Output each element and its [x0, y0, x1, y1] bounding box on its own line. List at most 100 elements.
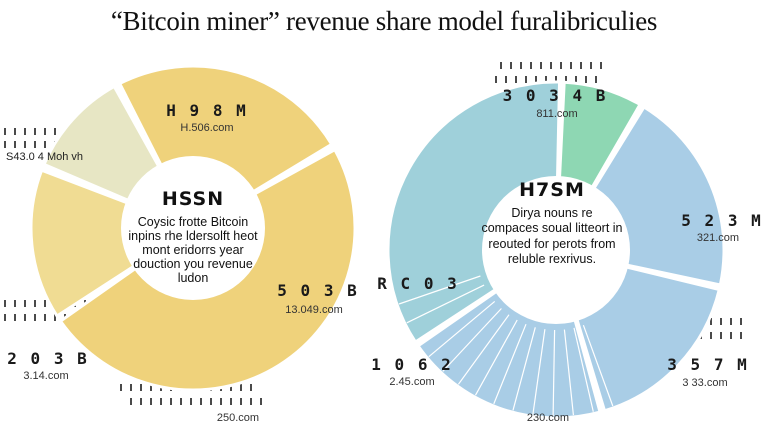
tick-mark — [720, 318, 722, 325]
tick-mark — [4, 314, 6, 321]
tick-mark — [240, 398, 242, 405]
tick-mark — [54, 128, 56, 135]
slice-hatch-line — [512, 327, 536, 411]
tick-mark — [730, 332, 732, 339]
tick-mark — [24, 141, 26, 148]
pie-right-slice-value-label: 3 5 7 M — [667, 355, 748, 374]
tick-mark — [140, 384, 142, 391]
tick-mark — [4, 128, 6, 135]
tick-mark — [525, 76, 527, 83]
tick-mark — [260, 398, 262, 405]
pie-chart-left: HSSN Coysic frotte Bitcoin inpins rhe ld… — [6, 64, 358, 424]
slice-hatch-line — [474, 319, 518, 396]
slice-hatch-line — [442, 308, 502, 372]
pie-right-slice-value-label: 1 0 6 2 — [371, 355, 452, 374]
slice-hatch-line — [582, 324, 614, 407]
tick-mark — [130, 398, 132, 405]
slice-hatch-line — [406, 284, 485, 324]
pie-left-center-headline: HSSN — [162, 188, 224, 210]
tick-mark — [710, 318, 712, 325]
tick-mark — [130, 384, 132, 391]
tick-mark — [14, 300, 16, 307]
tick-mark — [740, 332, 742, 339]
tick-mark — [34, 300, 36, 307]
tick-mark — [24, 128, 26, 135]
tick-mark — [535, 76, 537, 83]
pie-left-center-line: douction you revenue — [133, 257, 253, 271]
pie-left-slice-value-label: H 9 8 M — [166, 101, 247, 120]
tick-mark — [510, 62, 512, 69]
chart-title: “Bitcoin miner” revenue share model fura… — [110, 6, 658, 36]
tick-mark — [220, 398, 222, 405]
pie-left-center-line: mont eridorrs year — [142, 243, 243, 257]
pie-right-center-hole — [482, 176, 630, 324]
pie-right-center-line: compaces soual litteort in — [481, 221, 622, 235]
pie-right-slice-sublabel: 2.45.com — [389, 376, 434, 388]
tick-mark — [550, 62, 552, 69]
tick-mark — [24, 300, 26, 307]
pie-right-center-headline: H7SM — [519, 179, 585, 201]
tick-mark — [150, 384, 152, 391]
pie-left-slice-sublabel: H.506.com — [180, 122, 233, 134]
tick-mark — [34, 141, 36, 148]
tick-mark — [575, 76, 577, 83]
tick-mark — [14, 128, 16, 135]
tick-mark — [170, 398, 172, 405]
slice-hatch-line — [532, 329, 546, 415]
pie-right-slice-sublabel: 321.com — [697, 232, 739, 244]
pie-left-slice-sublabel: 250.com — [217, 412, 259, 424]
tick-mark — [120, 384, 122, 391]
slice-hatch-line — [573, 327, 594, 412]
slice-hatch-line — [398, 275, 481, 305]
tick-mark — [710, 332, 712, 339]
pie-left-side-label: S43.0 4 Moh vh — [6, 151, 83, 163]
pie-right-slice-sublabel: 230.com — [527, 412, 569, 424]
tick-mark — [14, 141, 16, 148]
tick-mark — [250, 384, 252, 391]
slice-hatch-line — [416, 293, 490, 341]
pie-left-slice-value-label: 5 0 3 B — [277, 281, 358, 300]
pie-right-center-line: reluble rexrivus. — [508, 252, 596, 266]
tick-mark — [150, 398, 152, 405]
tick-mark — [585, 76, 587, 83]
tick-mark — [530, 62, 532, 69]
tick-mark — [500, 62, 502, 69]
tick-mark — [590, 62, 592, 69]
pie-right-slice-sublabel: 3 33.com — [682, 377, 727, 389]
tick-mark — [505, 76, 507, 83]
pie-right-slice-value-label: 5 2 3 M — [681, 211, 762, 230]
tick-mark — [545, 76, 547, 83]
tick-mark — [4, 141, 6, 148]
tick-mark — [565, 76, 567, 83]
tick-mark — [600, 62, 602, 69]
tick-mark — [540, 62, 542, 69]
pie-right-center-line: Dirya nouns re — [511, 206, 592, 220]
tick-mark — [160, 398, 162, 405]
tick-mark — [44, 141, 46, 148]
tick-mark — [520, 62, 522, 69]
tick-mark — [740, 318, 742, 325]
tick-mark — [190, 398, 192, 405]
pie-left-slice-value-label: 2 0 3 B — [7, 349, 88, 368]
tick-mark — [730, 318, 732, 325]
tick-mark — [210, 398, 212, 405]
tick-mark — [14, 314, 16, 321]
slice-hatch-line — [563, 329, 574, 416]
pie-left-center-line: Coysic frotte Bitcoin — [138, 215, 249, 229]
tick-mark — [515, 76, 517, 83]
pie-left-center-hole — [121, 156, 265, 300]
tick-mark — [720, 332, 722, 339]
tick-mark — [560, 62, 562, 69]
tick-mark — [44, 128, 46, 135]
slice-hatch-line — [552, 329, 556, 417]
tick-mark — [4, 300, 6, 307]
tick-mark — [580, 62, 582, 69]
pie-right-slice — [386, 80, 562, 345]
pie-left-center-line: ludon — [178, 271, 209, 285]
tick-mark — [44, 314, 46, 321]
tick-mark — [200, 398, 202, 405]
pie-left-slice-sublabel: 3.14.com — [23, 370, 68, 382]
tick-mark — [570, 62, 572, 69]
